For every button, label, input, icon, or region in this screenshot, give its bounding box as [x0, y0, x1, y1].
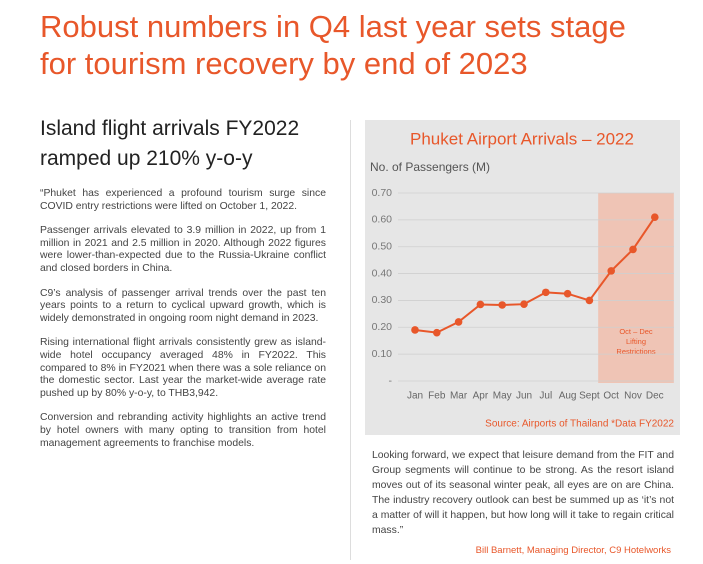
x-tick-label: Aug — [559, 391, 577, 402]
x-tick-label: Jun — [516, 391, 532, 402]
y-axis-label: No. of Passengers (M) — [370, 160, 490, 174]
x-tick-label: Dec — [646, 391, 664, 402]
highlight-band — [598, 193, 674, 383]
chart-title: Phuket Airport Arrivals – 2022 — [410, 129, 634, 148]
heading-line: Island flight arrivals FY2022 — [40, 117, 300, 140]
quote: Looking forward, we expect that leisure … — [372, 450, 674, 536]
data-point — [433, 328, 441, 337]
title: Robust numbers in Q4 last year sets stag… — [40, 8, 626, 82]
body-text: “Phuket has experienced a profound touri… — [40, 188, 326, 462]
title-line: for tourism recovery by end of 2023 — [40, 46, 528, 81]
x-tick-label: Jul — [539, 391, 552, 402]
data-point — [411, 326, 419, 334]
highlight-label: Oct – Dec — [619, 327, 653, 336]
data-point — [476, 300, 485, 309]
paragraph: Conversion and rebranding activity highl… — [40, 412, 326, 449]
x-tick-label: Feb — [428, 391, 446, 402]
x-tick-label: Mar — [450, 391, 468, 402]
y-tick-label: 0.30 — [372, 294, 393, 306]
highlight-label: Restrictions — [616, 347, 655, 356]
attribution: Bill Barnett, Managing Director, C9 Hote… — [475, 545, 671, 556]
data-point — [542, 288, 550, 297]
y-tick-label: 0.20 — [372, 321, 393, 333]
chart-source: Source: Airports of Thailand *Data FY202… — [485, 419, 674, 430]
paragraph: C9’s analysis of passenger arrival trend… — [40, 287, 326, 324]
data-point — [454, 318, 463, 326]
x-tick-label: Jan — [407, 391, 423, 402]
highlight-label: Lifting — [626, 337, 646, 346]
data-line — [414, 216, 656, 334]
data-point — [607, 267, 615, 275]
y-tick-label: 0.60 — [372, 214, 393, 226]
y-tick-label: 0.40 — [372, 267, 393, 279]
y-tick-label: 0.10 — [372, 348, 393, 360]
data-point — [585, 296, 594, 305]
x-tick-label: Sept — [579, 391, 600, 402]
title-line: Robust numbers in Q4 last year sets stag… — [40, 9, 626, 44]
data-point — [520, 300, 528, 308]
y-tick-label: 0.50 — [372, 240, 393, 252]
data-point — [563, 289, 572, 298]
paragraph: Passenger arrivals elevated to 3.9 milli… — [40, 225, 326, 274]
divider — [350, 120, 351, 560]
data-point — [498, 301, 507, 309]
y-tick-label: - — [389, 375, 393, 387]
x-tick-label: Nov — [624, 391, 642, 402]
paragraph: Rising international flight arrivals con… — [40, 337, 326, 399]
y-tick-label: 0.70 — [372, 187, 393, 199]
x-tick-label: Apr — [473, 391, 489, 402]
paragraph: “Phuket has experienced a profound touri… — [40, 188, 326, 212]
x-tick-label: May — [493, 391, 512, 402]
data-point — [629, 245, 637, 254]
heading-line: ramped up 210% y-o-y — [40, 147, 253, 170]
x-tick-label: Oct — [603, 391, 619, 402]
data-point — [651, 213, 659, 221]
heading: Island flight arrivals FY2022 ramped up 2… — [40, 114, 299, 174]
